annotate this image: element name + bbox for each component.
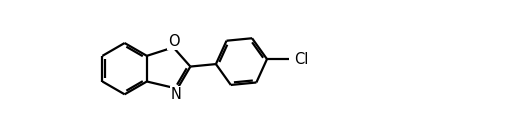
Text: Cl: Cl — [294, 52, 309, 67]
Text: O: O — [169, 34, 180, 49]
Text: N: N — [171, 87, 182, 102]
